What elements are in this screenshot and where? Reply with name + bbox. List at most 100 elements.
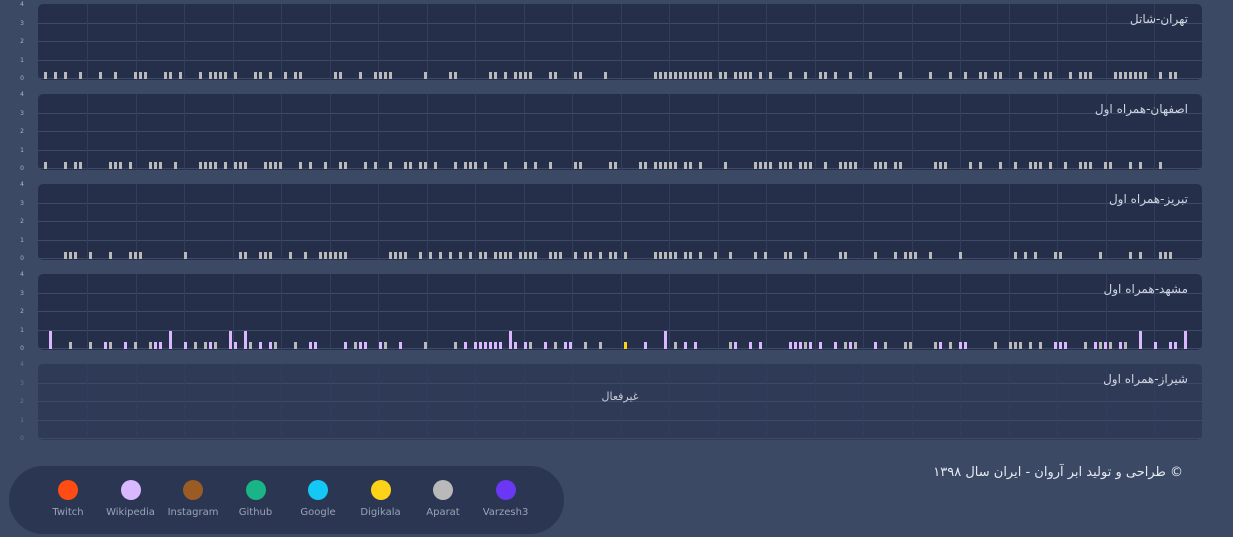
legend-item-twitch[interactable]: Twitch bbox=[33, 480, 103, 518]
traffic-bar[interactable] bbox=[1109, 341, 1112, 349]
traffic-bar[interactable] bbox=[64, 251, 67, 259]
traffic-bar[interactable] bbox=[429, 251, 432, 259]
traffic-bar[interactable] bbox=[899, 161, 902, 169]
traffic-bar[interactable] bbox=[624, 341, 627, 349]
traffic-bar[interactable] bbox=[1139, 161, 1142, 169]
traffic-bar[interactable] bbox=[1029, 341, 1032, 349]
traffic-bar[interactable] bbox=[844, 341, 847, 349]
traffic-bar[interactable] bbox=[89, 341, 92, 349]
traffic-bar[interactable] bbox=[679, 71, 682, 79]
traffic-bar[interactable] bbox=[404, 161, 407, 169]
traffic-bar[interactable] bbox=[659, 251, 662, 259]
traffic-bar[interactable] bbox=[239, 251, 242, 259]
traffic-bar[interactable] bbox=[754, 251, 757, 259]
traffic-bar[interactable] bbox=[809, 341, 812, 349]
traffic-bar[interactable] bbox=[204, 341, 207, 349]
traffic-bar[interactable] bbox=[99, 71, 102, 79]
traffic-bar[interactable] bbox=[724, 161, 727, 169]
traffic-bar[interactable] bbox=[384, 71, 387, 79]
traffic-bar[interactable] bbox=[874, 341, 877, 349]
traffic-bar[interactable] bbox=[1099, 341, 1102, 349]
traffic-bar[interactable] bbox=[804, 341, 807, 349]
traffic-bar[interactable] bbox=[579, 71, 582, 79]
traffic-bar[interactable] bbox=[389, 251, 392, 259]
traffic-bar[interactable] bbox=[609, 251, 612, 259]
traffic-bar[interactable] bbox=[364, 161, 367, 169]
traffic-bar[interactable] bbox=[224, 161, 227, 169]
traffic-bar[interactable] bbox=[584, 341, 587, 349]
traffic-bar[interactable] bbox=[574, 161, 577, 169]
traffic-bar[interactable] bbox=[854, 161, 857, 169]
traffic-bar[interactable] bbox=[764, 251, 767, 259]
traffic-bar[interactable] bbox=[794, 341, 797, 349]
traffic-bar[interactable] bbox=[994, 341, 997, 349]
traffic-bar[interactable] bbox=[959, 251, 962, 259]
traffic-bar[interactable] bbox=[269, 161, 272, 169]
traffic-bar[interactable] bbox=[1054, 341, 1057, 349]
traffic-bar[interactable] bbox=[489, 71, 492, 79]
traffic-bar[interactable] bbox=[339, 251, 342, 259]
traffic-bar[interactable] bbox=[729, 251, 732, 259]
traffic-bar[interactable] bbox=[729, 341, 732, 349]
traffic-bar[interactable] bbox=[64, 161, 67, 169]
traffic-bar[interactable] bbox=[604, 71, 607, 79]
traffic-bar[interactable] bbox=[294, 341, 297, 349]
traffic-bar[interactable] bbox=[519, 71, 522, 79]
traffic-bar[interactable] bbox=[254, 71, 257, 79]
traffic-bar[interactable] bbox=[944, 161, 947, 169]
traffic-bar[interactable] bbox=[1029, 161, 1032, 169]
traffic-bar[interactable] bbox=[424, 341, 427, 349]
traffic-bar[interactable] bbox=[109, 161, 112, 169]
traffic-bar[interactable] bbox=[274, 161, 277, 169]
traffic-bar[interactable] bbox=[824, 71, 827, 79]
traffic-bar[interactable] bbox=[719, 71, 722, 79]
traffic-bar[interactable] bbox=[259, 341, 262, 349]
traffic-bar[interactable] bbox=[834, 341, 837, 349]
traffic-bar[interactable] bbox=[1169, 251, 1172, 259]
traffic-bar[interactable] bbox=[284, 71, 287, 79]
traffic-bar[interactable] bbox=[694, 71, 697, 79]
traffic-bar[interactable] bbox=[344, 341, 347, 349]
traffic-bar[interactable] bbox=[1034, 251, 1037, 259]
traffic-bar[interactable] bbox=[474, 341, 477, 349]
traffic-bar[interactable] bbox=[504, 251, 507, 259]
traffic-bar[interactable] bbox=[1014, 341, 1017, 349]
traffic-bar[interactable] bbox=[249, 341, 252, 349]
traffic-bar[interactable] bbox=[484, 161, 487, 169]
traffic-bar[interactable] bbox=[129, 251, 132, 259]
traffic-bar[interactable] bbox=[309, 161, 312, 169]
traffic-bar[interactable] bbox=[639, 161, 642, 169]
traffic-bar[interactable] bbox=[404, 251, 407, 259]
traffic-bar[interactable] bbox=[1014, 161, 1017, 169]
traffic-bar[interactable] bbox=[114, 71, 117, 79]
traffic-bar[interactable] bbox=[244, 330, 247, 349]
traffic-bar[interactable] bbox=[669, 161, 672, 169]
traffic-bar[interactable] bbox=[479, 341, 482, 349]
traffic-bar[interactable] bbox=[744, 71, 747, 79]
traffic-bar[interactable] bbox=[54, 71, 57, 79]
traffic-bar[interactable] bbox=[939, 161, 942, 169]
traffic-bar[interactable] bbox=[519, 251, 522, 259]
traffic-bar[interactable] bbox=[509, 251, 512, 259]
traffic-bar[interactable] bbox=[929, 71, 932, 79]
traffic-bar[interactable] bbox=[494, 251, 497, 259]
traffic-bar[interactable] bbox=[769, 161, 772, 169]
traffic-bar[interactable] bbox=[399, 251, 402, 259]
traffic-bar[interactable] bbox=[769, 71, 772, 79]
traffic-bar[interactable] bbox=[424, 161, 427, 169]
traffic-bar[interactable] bbox=[964, 341, 967, 349]
traffic-bar[interactable] bbox=[699, 251, 702, 259]
traffic-bar[interactable] bbox=[334, 251, 337, 259]
traffic-bar[interactable] bbox=[269, 71, 272, 79]
traffic-bar[interactable] bbox=[699, 71, 702, 79]
traffic-bar[interactable] bbox=[509, 330, 512, 349]
traffic-bar[interactable] bbox=[554, 341, 557, 349]
traffic-bar[interactable] bbox=[109, 251, 112, 259]
traffic-bar[interactable] bbox=[839, 251, 842, 259]
legend-item-wikipedia[interactable]: Wikipedia bbox=[96, 480, 166, 518]
traffic-bar[interactable] bbox=[199, 71, 202, 79]
traffic-bar[interactable] bbox=[234, 161, 237, 169]
traffic-bar[interactable] bbox=[819, 341, 822, 349]
traffic-bar[interactable] bbox=[234, 341, 237, 349]
traffic-bar[interactable] bbox=[344, 251, 347, 259]
